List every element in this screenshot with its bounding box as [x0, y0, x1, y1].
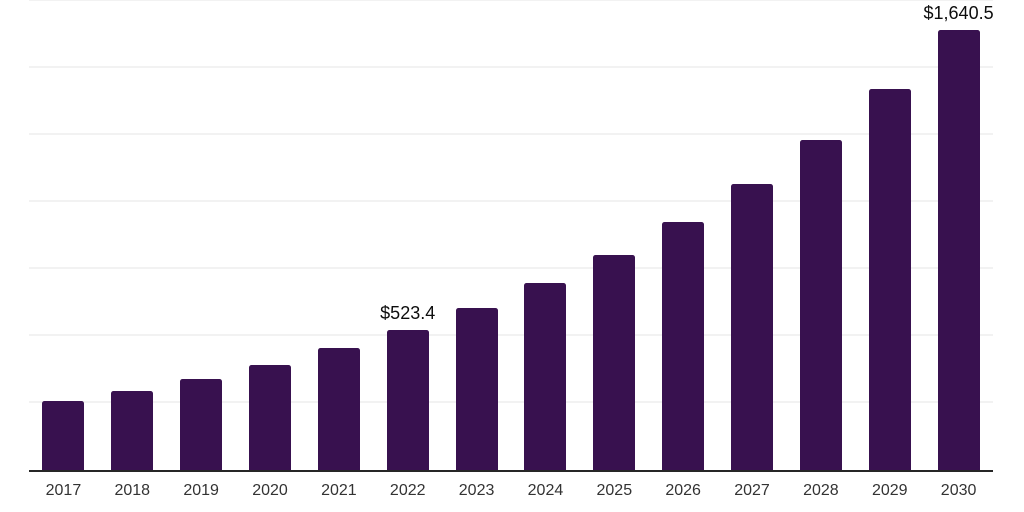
- gridline-500: [29, 334, 993, 336]
- gridline-1250: [29, 133, 993, 135]
- x-axis-labels: 2017 2018 2019 2020 2021 2022 2023 2024 2025 2026…: [29, 481, 993, 500]
- bar-2017: [42, 401, 85, 470]
- x-tick-label-2028: 2028: [803, 482, 839, 499]
- x-tick-label-2020: 2020: [252, 482, 288, 499]
- bar-2020: [249, 364, 291, 470]
- bar-2026: [662, 221, 705, 470]
- x-tick-label-2027: 2027: [734, 482, 770, 499]
- bar-2027: [731, 183, 773, 470]
- gridline-1500: [29, 66, 993, 68]
- x-tick-label-2017: 2017: [45, 482, 82, 499]
- gridline-1000: [29, 200, 993, 202]
- bar-2029: [868, 88, 911, 470]
- bar-2018: [111, 390, 154, 470]
- gridline-250: [29, 401, 993, 403]
- x-tick-label-2029: 2029: [871, 482, 908, 499]
- data-label-2022: $523.4: [380, 302, 436, 323]
- x-tick-label-2023: 2023: [458, 482, 495, 499]
- bar-2019: [180, 378, 223, 470]
- x-tick-label-2018: 2018: [114, 482, 151, 499]
- x-tick-label-2024: 2024: [527, 482, 564, 499]
- data-label-2030: $1,640.5: [923, 3, 994, 24]
- bar-2028: [799, 139, 842, 470]
- plot-area: $523.4 $1,640.5: [29, 0, 994, 472]
- gridline-1750: [29, 0, 993, 1]
- bar-2021: [317, 348, 360, 470]
- bar-2023: [455, 308, 498, 470]
- x-tick-label-2022: 2022: [389, 482, 426, 499]
- bar-2022: [386, 329, 429, 470]
- x-tick-label-2021: 2021: [321, 482, 357, 499]
- bar-2024: [524, 283, 567, 470]
- x-tick-label-2026: 2026: [665, 482, 701, 499]
- bar-2030: [937, 30, 980, 470]
- bar-2025: [593, 254, 636, 470]
- x-tick-label-2025: 2025: [596, 482, 633, 499]
- x-tick-label-2019: 2019: [183, 482, 219, 499]
- gridline-750: [29, 267, 993, 269]
- x-tick-label-2030: 2030: [940, 482, 977, 499]
